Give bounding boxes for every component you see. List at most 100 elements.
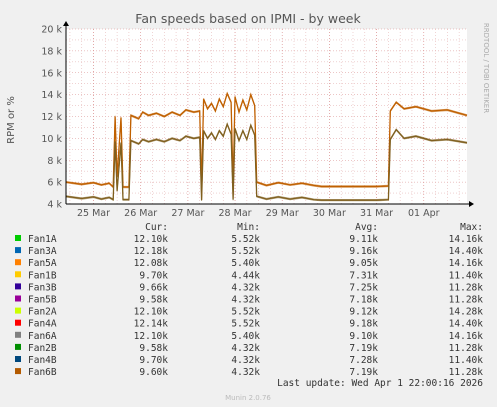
legend-cur: 12.10k bbox=[134, 307, 169, 318]
legend-swatch-fan5b bbox=[15, 295, 21, 302]
legend-cur: 9.58k bbox=[139, 295, 168, 306]
rrdtool-side-label: RRDTOOL / TOBI OETIKER bbox=[482, 23, 490, 113]
y-tick-label: 16 k bbox=[41, 68, 62, 79]
series-line-low-fans bbox=[65, 123, 468, 202]
legend-name: Fan3B bbox=[28, 282, 57, 293]
y-tick-label: 18 k bbox=[41, 46, 62, 57]
legend-cur: 9.70k bbox=[139, 270, 168, 281]
y-axis-arrow bbox=[63, 21, 69, 26]
legend-name: Fan1A bbox=[28, 234, 57, 245]
legend-avg: 7.28k bbox=[349, 355, 378, 366]
legend-avg: 9.11k bbox=[349, 234, 378, 245]
chart-title: Fan speeds based on IPMI - by week bbox=[135, 11, 361, 26]
legend-cur: 9.60k bbox=[139, 367, 168, 378]
x-tick-label: 25 Mar bbox=[77, 208, 110, 219]
legend-cur: 12.10k bbox=[134, 331, 169, 342]
legend-max: 14.16k bbox=[449, 258, 484, 269]
legend-max: 14.40k bbox=[449, 319, 484, 330]
legend-swatch-fan2b bbox=[15, 343, 21, 350]
legend-min: 5.52k bbox=[231, 307, 260, 318]
y-axis-ticks: 4 k 6 k 8 k 10 k 12 k 14 k 16 k 18 k 20 k bbox=[41, 25, 62, 211]
y-tick-label: 10 k bbox=[41, 134, 62, 145]
legend-avg: 7.19k bbox=[349, 343, 378, 354]
legend-name: Fan1B bbox=[28, 270, 57, 281]
legend-header-min: Min: bbox=[237, 222, 260, 233]
legend-cur: 12.10k bbox=[134, 234, 169, 245]
legend-avg: 9.18k bbox=[349, 319, 378, 330]
legend-name: Fan6B bbox=[28, 367, 57, 378]
legend-max: 11.28k bbox=[449, 295, 484, 306]
legend-max: 11.40k bbox=[449, 355, 484, 366]
legend-cur: 12.08k bbox=[134, 258, 169, 269]
legend-name: Fan3A bbox=[28, 246, 57, 257]
x-tick-label: 31 Mar bbox=[360, 208, 393, 219]
legend-min: 5.40k bbox=[231, 331, 260, 342]
legend-header-max: Max: bbox=[460, 222, 483, 233]
legend-min: 4.32k bbox=[231, 367, 260, 378]
legend-cur: 9.66k bbox=[139, 282, 168, 293]
legend-min: 4.32k bbox=[231, 295, 260, 306]
last-update: Last update: Wed Apr 1 22:00:16 2026 bbox=[277, 378, 483, 389]
legend-max: 11.28k bbox=[449, 343, 484, 354]
series-lines bbox=[65, 91, 468, 202]
x-tick-label: 28 Mar bbox=[219, 208, 252, 219]
legend-avg: 7.18k bbox=[349, 295, 378, 306]
legend-swatch-fan6a bbox=[15, 331, 21, 338]
legend-table: Cur: Min: Avg: Max: Fan1A 12.10k 5.52k 9.11… bbox=[15, 222, 483, 378]
legend-min: 5.40k bbox=[231, 258, 260, 269]
y-tick-label: 20 k bbox=[41, 25, 62, 36]
legend-max: 14.40k bbox=[449, 246, 484, 257]
legend-avg: 9.12k bbox=[349, 307, 378, 318]
legend-max: 11.40k bbox=[449, 270, 484, 281]
legend-swatch-fan1a bbox=[15, 235, 21, 241]
x-tick-label: 01 Apr bbox=[408, 208, 440, 219]
legend-header-avg: Avg: bbox=[355, 222, 378, 233]
legend-min: 5.52k bbox=[231, 246, 260, 257]
legend-name: Fan4B bbox=[28, 355, 57, 366]
legend-min: 4.32k bbox=[231, 282, 260, 293]
legend-swatch-fan4a bbox=[15, 319, 21, 326]
legend-min: 5.52k bbox=[231, 319, 260, 330]
x-axis-arrow bbox=[469, 201, 474, 207]
legend-cur: 12.18k bbox=[134, 246, 169, 257]
legend-swatch-fan1b bbox=[15, 271, 21, 278]
legend-avg: 7.25k bbox=[349, 282, 378, 293]
axes bbox=[63, 21, 474, 207]
legend-max: 14.16k bbox=[449, 234, 484, 245]
legend-name: Fan6A bbox=[28, 331, 57, 342]
x-tick-label: 29 Mar bbox=[266, 208, 299, 219]
legend-min: 5.52k bbox=[231, 234, 260, 245]
legend-swatch-fan2a bbox=[15, 307, 21, 314]
y-tick-label: 14 k bbox=[41, 90, 62, 101]
legend-cur: 12.14k bbox=[134, 319, 169, 330]
legend-swatch-fan3b bbox=[15, 283, 21, 290]
y-tick-label: 8 k bbox=[47, 156, 62, 167]
legend-name: Fan2A bbox=[28, 307, 57, 318]
y-tick-label: 6 k bbox=[47, 178, 62, 189]
legend-name: Fan5B bbox=[28, 295, 57, 306]
munin-version: Munin 2.0.76 bbox=[225, 394, 271, 402]
legend-header-cur: Cur: bbox=[145, 222, 168, 233]
y-axis-label: RPM or % bbox=[6, 96, 17, 144]
legend-max: 14.16k bbox=[449, 331, 484, 342]
legend-avg: 7.31k bbox=[349, 270, 378, 281]
legend-avg: 9.05k bbox=[349, 258, 378, 269]
legend-min: 4.44k bbox=[231, 270, 260, 281]
legend-avg: 9.16k bbox=[349, 246, 378, 257]
x-tick-label: 26 Mar bbox=[124, 208, 157, 219]
legend-swatch-fan6b bbox=[15, 368, 21, 375]
legend-cur: 9.70k bbox=[139, 355, 168, 366]
y-tick-label: 4 k bbox=[47, 200, 62, 211]
legend-min: 4.32k bbox=[231, 343, 260, 354]
legend-avg: 9.10k bbox=[349, 331, 378, 342]
legend-min: 4.32k bbox=[231, 355, 260, 366]
legend-avg: 7.19k bbox=[349, 367, 378, 378]
legend-swatch-fan3a bbox=[15, 247, 21, 254]
legend-max: 11.28k bbox=[449, 282, 484, 293]
x-tick-label: 27 Mar bbox=[171, 208, 204, 219]
legend-name: Fan5A bbox=[28, 258, 57, 269]
y-tick-label: 12 k bbox=[41, 112, 62, 123]
x-tick-label: 30 Mar bbox=[313, 208, 346, 219]
legend-swatch-fan4b bbox=[15, 356, 21, 362]
